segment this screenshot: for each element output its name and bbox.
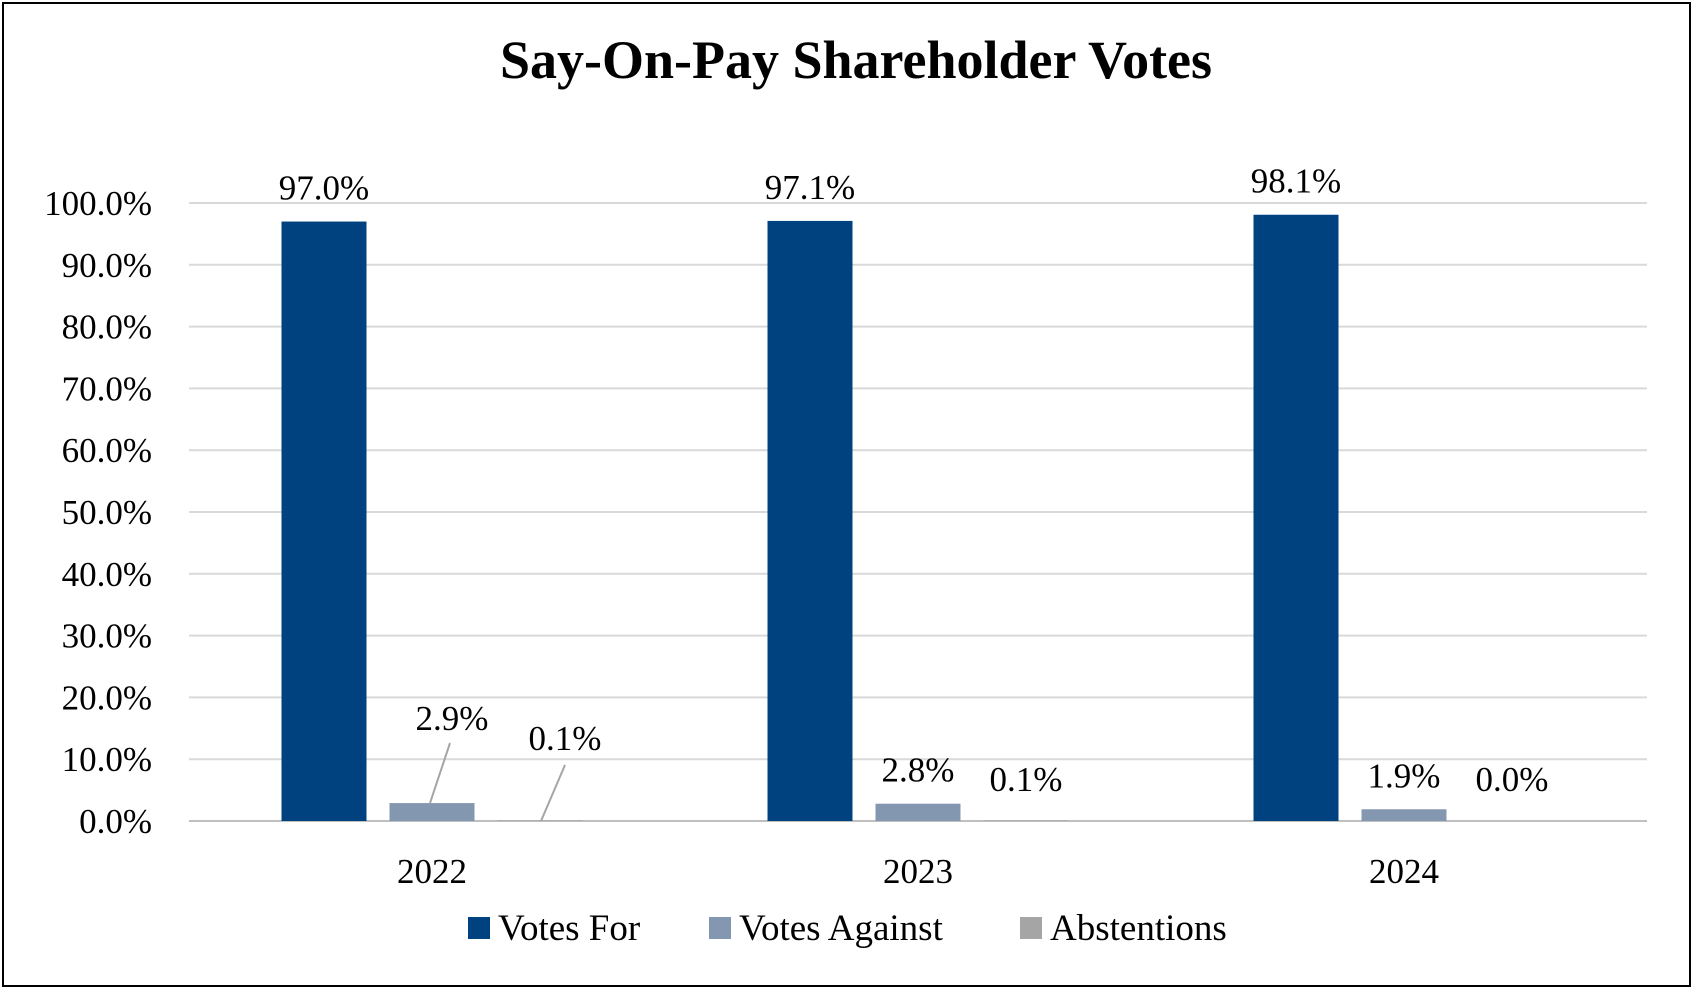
- data-label: 0.1%: [990, 760, 1063, 799]
- bar-abstentions-2022: [497, 820, 583, 821]
- bars: [281, 214, 1447, 822]
- x-tick-label: 2024: [1369, 852, 1439, 891]
- data-label: 97.1%: [765, 168, 855, 207]
- x-axis-ticks: 2022 2023 2024: [397, 852, 1439, 891]
- y-tick-label: 90.0%: [62, 246, 152, 285]
- bar-votes-against-2024: [1361, 809, 1447, 821]
- legend-label: Votes For: [498, 908, 640, 949]
- y-tick-label: 100.0%: [44, 184, 152, 223]
- bar-votes-for-2022: [281, 221, 367, 822]
- data-label: 97.0%: [279, 169, 369, 208]
- y-tick-label: 70.0%: [62, 369, 152, 408]
- data-label: 1.9%: [1368, 756, 1441, 795]
- legend-swatch: [468, 917, 490, 939]
- y-tick-label: 80.0%: [62, 308, 152, 347]
- bar-abstentions-2023: [983, 820, 1069, 821]
- y-tick-label: 10.0%: [62, 740, 152, 779]
- gridlines: [189, 202, 1647, 822]
- leader-line: [540, 764, 566, 822]
- y-tick-label: 60.0%: [62, 431, 152, 470]
- data-labels: 97.0% 2.9% 0.1% 97.1% 2.8% 0.1% 98.1% 1.9% 0.0%: [279, 162, 1549, 799]
- legend-swatch: [709, 917, 731, 939]
- legend-label: Votes Against: [739, 908, 944, 949]
- bar-votes-against-2022: [389, 803, 475, 821]
- y-tick-label: 0.0%: [79, 802, 152, 841]
- leader-line: [429, 742, 451, 804]
- y-tick-label: 20.0%: [62, 678, 152, 717]
- x-tick-label: 2023: [883, 852, 953, 891]
- y-tick-label: 50.0%: [62, 493, 152, 532]
- y-tick-label: 30.0%: [62, 617, 152, 656]
- y-tick-label: 40.0%: [62, 555, 152, 594]
- chart-title: Say-On-Pay Shareholder Votes: [500, 30, 1212, 90]
- x-tick-label: 2022: [397, 852, 467, 891]
- leader-lines: [429, 742, 566, 822]
- bar-votes-for-2023: [767, 220, 853, 821]
- data-label: 98.1%: [1251, 162, 1341, 201]
- data-label: 0.0%: [1476, 760, 1549, 799]
- legend-swatch: [1020, 917, 1042, 939]
- data-label: 0.1%: [529, 719, 602, 758]
- y-axis-ticks: 0.0% 10.0% 20.0% 30.0% 40.0% 50.0% 60.0% 70.0% 8…: [44, 184, 152, 841]
- legend: Votes For Votes Against Abstentions: [468, 908, 1227, 949]
- legend-label: Abstentions: [1050, 908, 1227, 949]
- data-label: 2.9%: [416, 699, 489, 738]
- data-label: 2.8%: [882, 751, 955, 790]
- bar-votes-against-2023: [875, 803, 961, 821]
- bar-votes-for-2024: [1253, 214, 1339, 821]
